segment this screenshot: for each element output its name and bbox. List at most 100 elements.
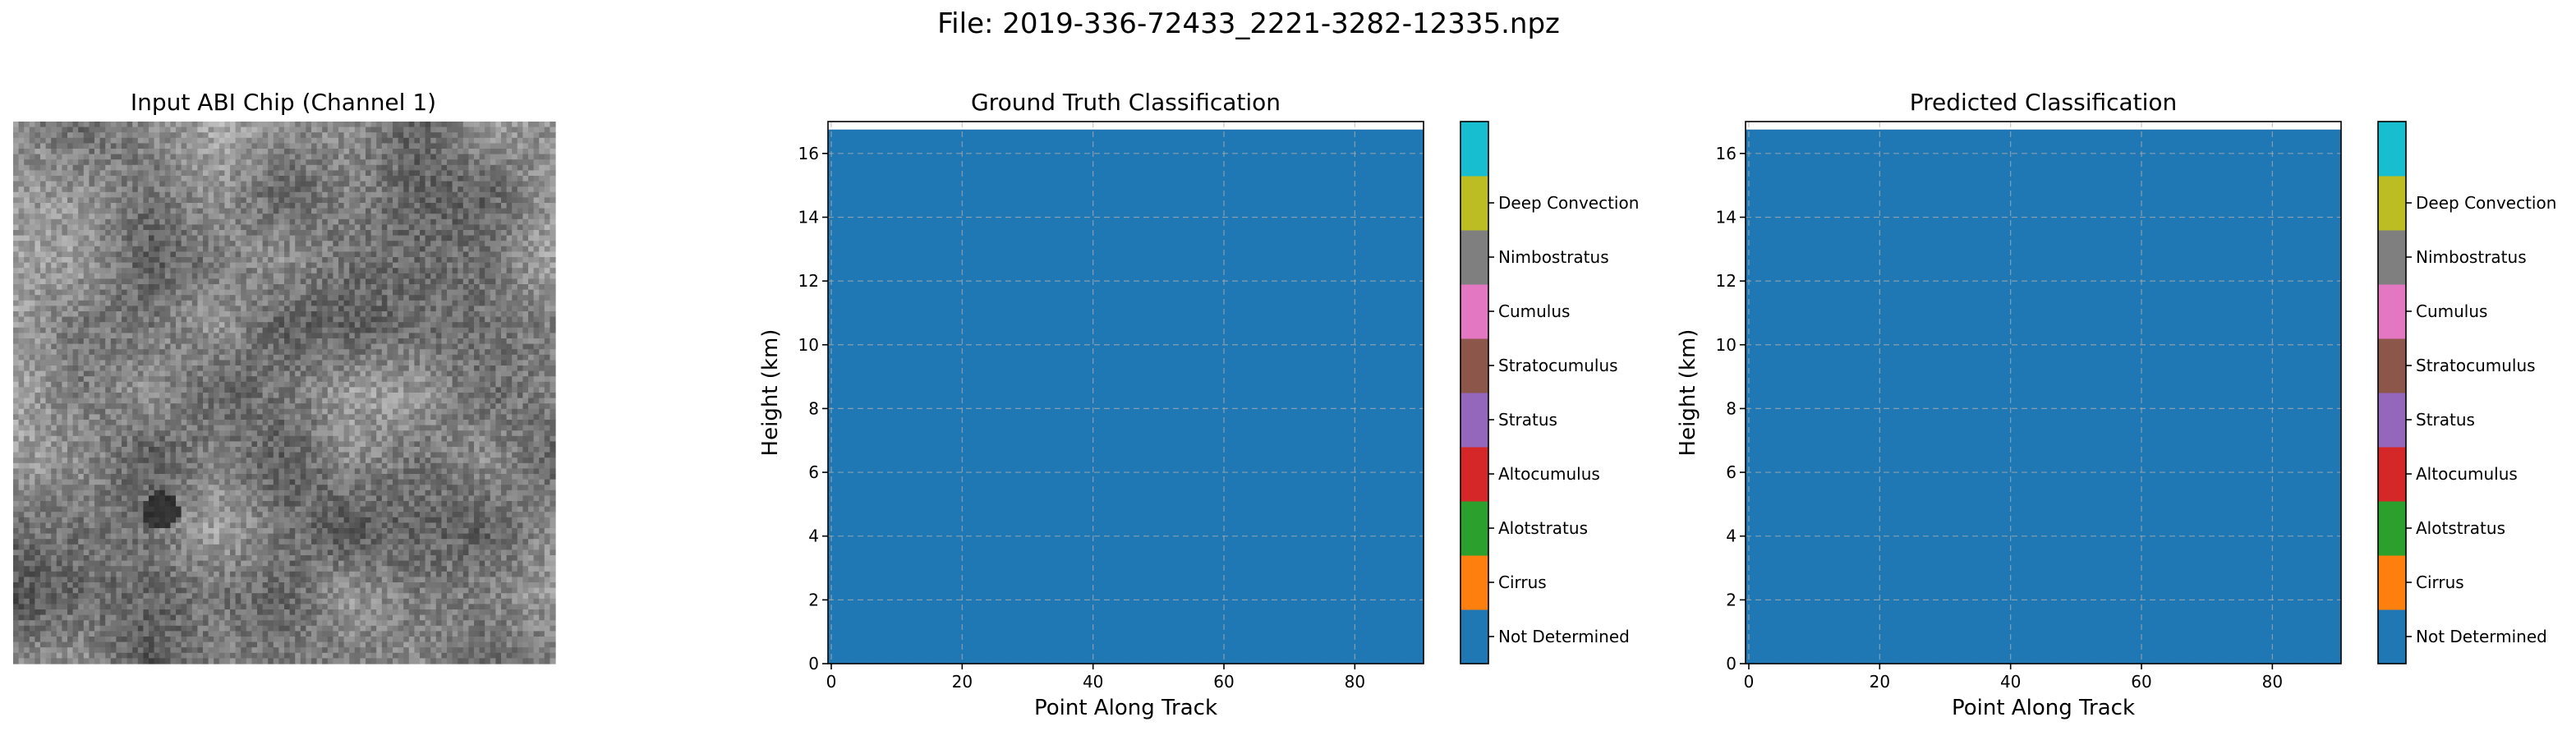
chip-pixel [40, 278, 47, 285]
chip-pixel [51, 170, 58, 177]
chip-pixel [441, 354, 448, 361]
chip-pixel [544, 268, 550, 274]
chip-pixel [34, 122, 41, 128]
chip-pixel [154, 284, 160, 291]
chip-pixel [149, 197, 155, 204]
chip-pixel [154, 154, 160, 160]
chip-pixel [311, 327, 318, 333]
chip-pixel [295, 203, 301, 209]
chip-pixel [45, 284, 52, 291]
chip-pixel [289, 273, 296, 279]
chip-pixel [241, 370, 247, 377]
chip-pixel [246, 181, 252, 187]
chip-pixel [544, 349, 550, 356]
chip-pixel [366, 143, 372, 149]
chip-pixel [528, 316, 535, 323]
chip-pixel [67, 370, 74, 377]
chip-pixel [452, 241, 458, 247]
chip-pixel [214, 306, 220, 312]
chip-pixel [143, 197, 150, 204]
chip-pixel [544, 251, 550, 258]
chip-pixel [522, 143, 529, 149]
chip-pixel [485, 370, 491, 377]
chip-pixel [447, 176, 453, 182]
chip-pixel [45, 366, 52, 372]
chip-pixel [214, 218, 220, 225]
chip-pixel [381, 376, 388, 383]
chip-pixel [495, 154, 502, 160]
chip-pixel [105, 327, 112, 333]
chip-pixel [235, 268, 242, 274]
chip-pixel [354, 316, 361, 323]
chip-pixel [408, 257, 415, 264]
chip-pixel [94, 164, 101, 171]
chip-pixel [99, 246, 106, 252]
chip-pixel [327, 322, 334, 329]
chip-pixel [517, 278, 523, 285]
chip-pixel [191, 387, 198, 393]
chip-pixel [159, 137, 166, 144]
chip-pixel [533, 333, 540, 339]
chip-pixel [122, 186, 128, 193]
chip-pixel [218, 122, 225, 128]
chip-pixel [349, 366, 356, 372]
chip-pixel [208, 251, 214, 258]
chip-pixel [67, 218, 74, 225]
chip-pixel [366, 170, 372, 177]
chip-pixel [208, 278, 214, 285]
chip-pixel [517, 295, 523, 301]
chip-pixel [45, 316, 52, 323]
chip-pixel [393, 262, 399, 269]
chip-pixel [376, 218, 383, 225]
chip-pixel [420, 154, 426, 160]
chip-pixel [501, 278, 508, 285]
chip-pixel [528, 322, 535, 329]
chip-pixel [452, 376, 458, 383]
chip-pixel [381, 257, 388, 264]
chip-pixel [414, 316, 421, 323]
chip-pixel [393, 241, 399, 247]
chip-pixel [176, 273, 182, 279]
chip-pixel [381, 295, 388, 301]
chip-pixel [398, 327, 404, 333]
chip-pixel [333, 306, 339, 312]
chip-pixel [235, 235, 242, 241]
chip-pixel [338, 381, 345, 388]
chip-pixel [122, 322, 128, 329]
chip-pixel [420, 176, 426, 182]
chip-pixel [306, 284, 312, 291]
chip-pixel [273, 278, 279, 285]
chip-pixel [430, 370, 437, 377]
chip-pixel [284, 376, 291, 383]
chip-pixel [295, 230, 301, 237]
chip-pixel [78, 137, 85, 144]
chip-pixel [544, 311, 550, 318]
chip-pixel [387, 191, 393, 198]
chip-pixel [284, 170, 291, 177]
chip-pixel [441, 360, 448, 366]
chip-pixel [262, 230, 269, 237]
chip-pixel [338, 295, 345, 301]
chip-pixel [458, 278, 464, 285]
chip-pixel [78, 181, 85, 187]
chip-pixel [34, 376, 41, 383]
chip-pixel [143, 333, 150, 339]
chip-pixel [522, 354, 529, 361]
chip-pixel [164, 268, 171, 274]
chip-pixel [40, 170, 47, 177]
chip-pixel [24, 218, 30, 225]
chip-pixel [544, 366, 550, 372]
chip-pixel [327, 327, 334, 333]
chip-pixel [550, 154, 556, 160]
chip-pixel [462, 327, 469, 333]
chip-pixel [83, 273, 90, 279]
chip-pixel [544, 235, 550, 241]
chip-pixel [56, 257, 62, 264]
chip-pixel [214, 214, 220, 220]
chip-pixel [126, 164, 133, 171]
chip-pixel [441, 126, 448, 133]
chip-pixel [56, 181, 62, 187]
chip-pixel [370, 122, 377, 128]
chip-pixel [300, 289, 306, 296]
chip-pixel [186, 300, 193, 306]
